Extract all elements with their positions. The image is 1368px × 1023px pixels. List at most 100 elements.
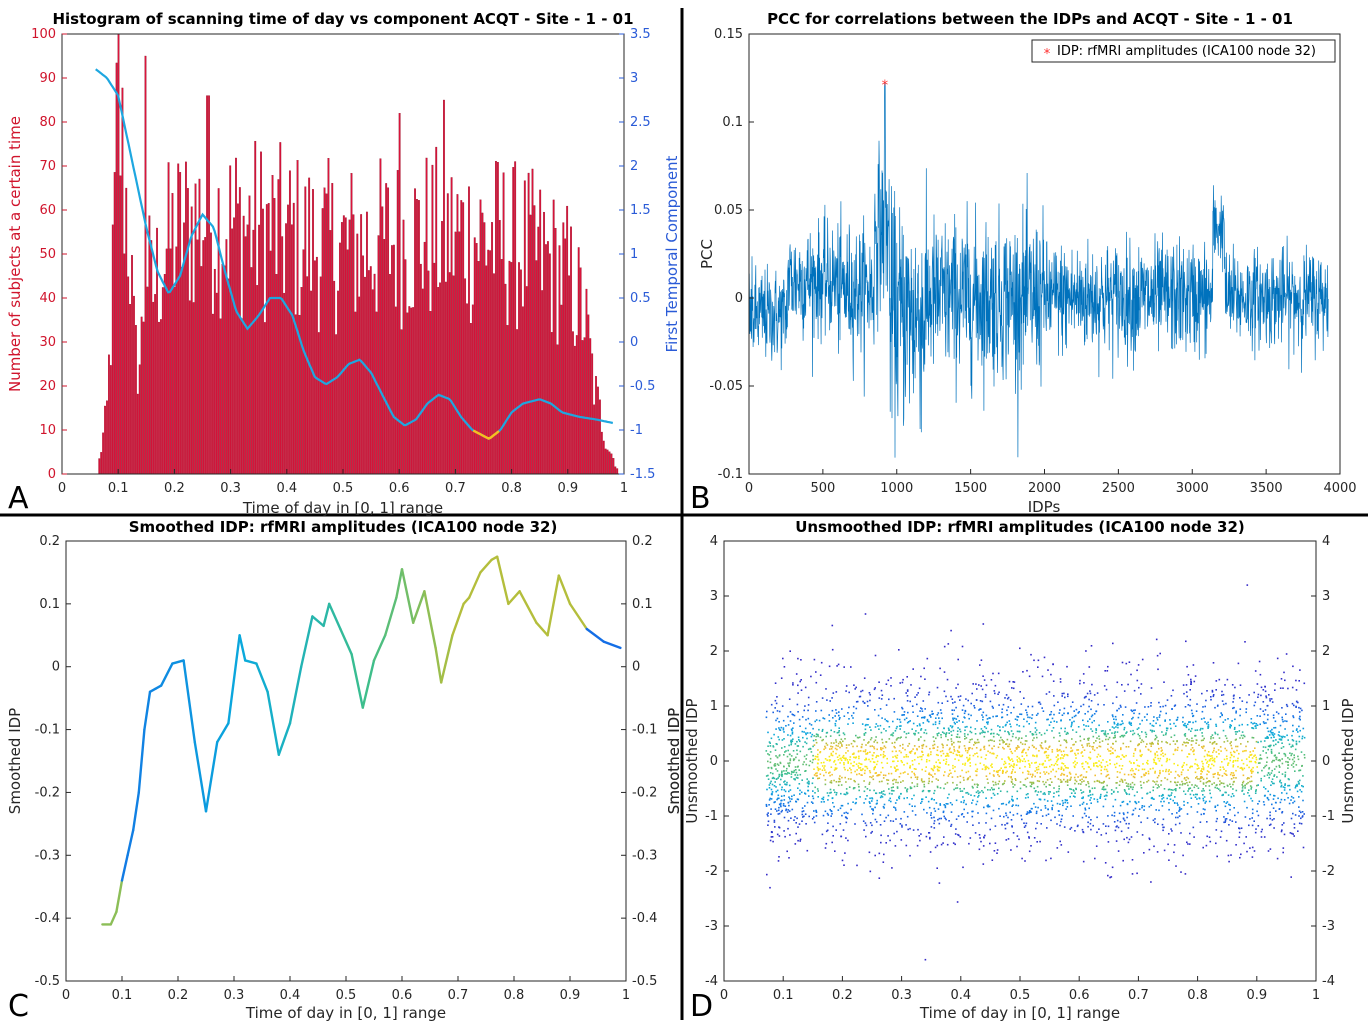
scatter-point [1288,784,1291,787]
scatter-point [896,786,899,788]
scatter-point [1150,881,1152,883]
panel-d-x-ticks: 0 0.1 0.2 0.3 0.4 0.5 0.6 0.7 0.8 0.9 1 [720,976,1320,1003]
scatter-point [1251,846,1254,849]
scatter-point [1279,801,1282,804]
scatter-point [1031,734,1034,736]
scatter-point [1193,786,1196,789]
scatter-point [1190,678,1192,681]
histogram-bar [475,243,478,475]
scatter-point [956,749,959,752]
scatter-point [1083,728,1086,731]
scatter-point [1213,782,1215,784]
scatter-point [1054,816,1056,819]
scatter-point [1202,797,1204,800]
scatter-point [1082,831,1085,834]
scatter-point [1156,776,1159,779]
scatter-point [1074,830,1076,832]
scatter-point [1117,826,1120,829]
scatter-point [926,754,929,757]
scatter-point [1298,735,1301,738]
scatter-point [1139,723,1141,725]
scatter-point [1211,759,1214,762]
scatter-point [790,742,793,744]
scatter-point [1299,769,1302,772]
scatter-point [1173,802,1176,804]
scatter-point [1188,787,1191,790]
scatter-point [1295,764,1298,766]
scatter-point [781,775,783,778]
scatter-point [1194,784,1197,786]
scatter-point [780,795,783,797]
scatter-point [1158,774,1160,777]
scatter-point [1223,801,1225,803]
scatter-point [1159,771,1161,774]
scatter-point [1065,799,1068,802]
scatter-point [1077,752,1079,755]
scatter-point [915,730,917,732]
y-tick-label: -2 [1322,864,1335,879]
scatter-point [1292,762,1295,765]
scatter-point [1301,709,1303,712]
scatter-point [1043,798,1046,801]
scatter-point [958,720,960,722]
scatter-point [1186,756,1189,758]
scatter-point [1259,715,1261,717]
scatter-point [988,744,991,747]
scatter-point [835,720,837,722]
scatter-point [1090,708,1092,711]
scatter-point [1178,775,1181,778]
scatter-point [1010,712,1012,714]
scatter-point [773,785,776,787]
y-tick-label: 0.05 [714,203,743,218]
histogram-bar [277,179,280,475]
scatter-point [985,714,988,717]
scatter-point [797,765,799,768]
scatter-point [881,780,883,783]
scatter-point [1290,746,1292,748]
scatter-point [1180,771,1183,774]
scatter-point [1251,824,1254,827]
scatter-point [998,787,1000,790]
scatter-point [1230,741,1232,743]
scatter-point [1108,750,1110,752]
scatter-point [1208,764,1210,766]
scatter-point [962,776,965,779]
scatter-point [1081,762,1084,765]
scatter-point [789,734,792,737]
scatter-point [775,719,777,722]
scatter-point [891,789,893,792]
scatter-point [1225,818,1228,820]
scatter-point [1172,789,1174,791]
scatter-point [1241,784,1243,786]
scatter-point [1120,734,1123,737]
scatter-point [811,818,814,820]
scatter-point [892,783,895,785]
scatter-point [834,715,836,717]
histogram-bar [327,158,330,475]
scatter-point [979,700,982,702]
scatter-point [938,722,941,725]
scatter-point [1021,751,1023,754]
scatter-point [834,791,836,794]
scatter-point [1100,730,1103,732]
scatter-point [869,738,872,741]
scatter-point [1111,732,1113,734]
scatter-point [1262,689,1265,691]
scatter-point [1103,704,1105,706]
scatter-point [828,759,831,761]
scatter-point [1047,669,1049,671]
scatter-point [1156,754,1159,757]
scatter-point [1119,771,1121,774]
scatter-point [888,726,891,728]
histogram-bar [312,189,314,475]
scatter-point [1191,789,1193,792]
scatter-point [1081,755,1084,757]
scatter-point [928,773,930,775]
scatter-point [793,769,796,772]
scatter-point [1280,830,1283,833]
scatter-point [1266,718,1269,721]
scatter-point [1033,837,1036,839]
scatter-point [1176,716,1179,719]
scatter-point [1034,775,1036,778]
scatter-point [901,761,903,764]
